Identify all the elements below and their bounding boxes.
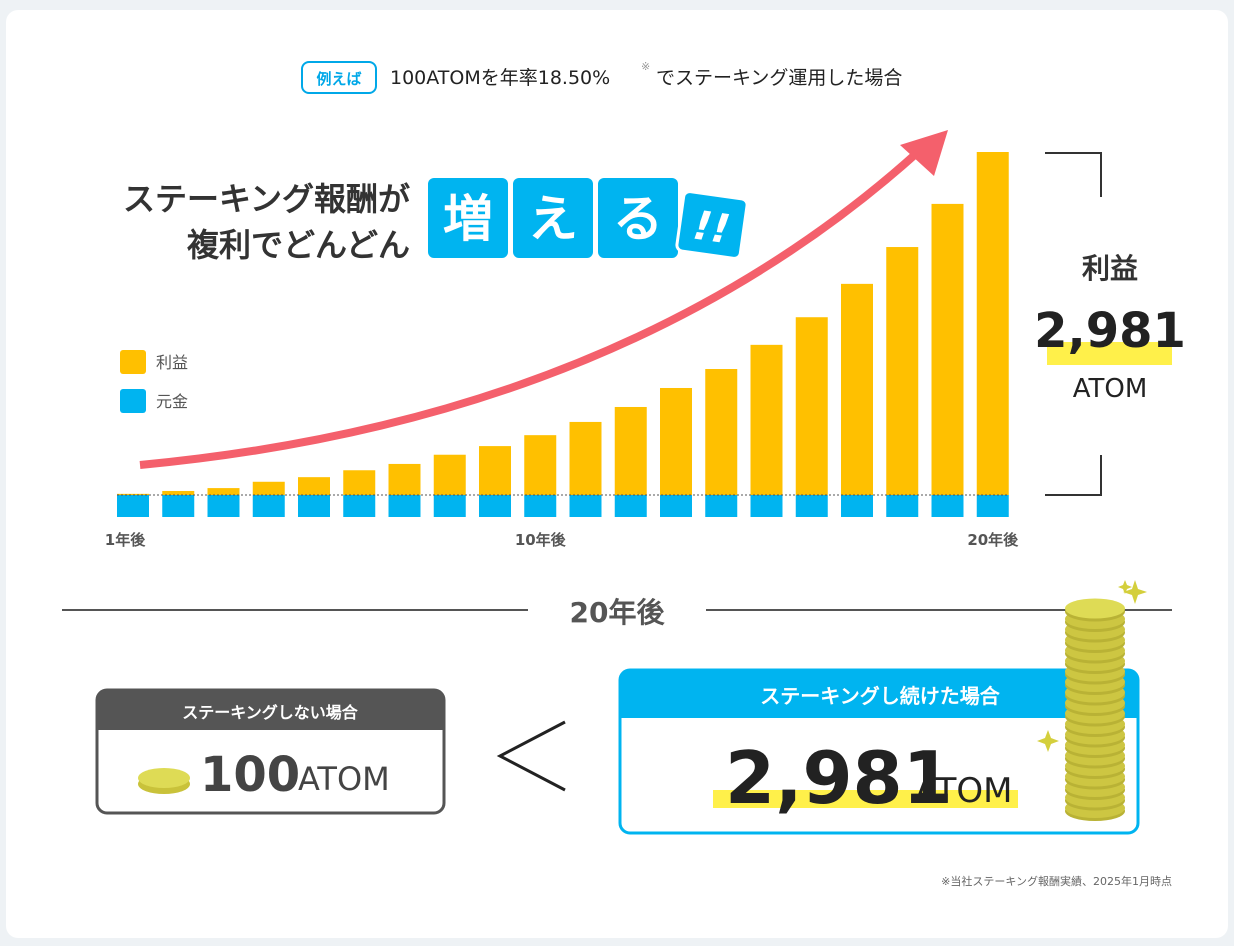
callout-label: 利益 bbox=[1082, 252, 1138, 285]
badge bbox=[301, 61, 377, 94]
x-tick-label: 1年後 bbox=[105, 531, 146, 549]
bar-principal bbox=[343, 495, 376, 517]
bar-profit bbox=[252, 481, 285, 495]
arrow-head bbox=[900, 130, 948, 176]
bar-principal bbox=[207, 495, 240, 517]
sparkle bbox=[1037, 580, 1147, 752]
bar-principal bbox=[976, 495, 1009, 517]
bar-profit bbox=[524, 435, 557, 495]
tile bbox=[598, 178, 678, 258]
bar-profit bbox=[660, 387, 692, 495]
bar-profit bbox=[795, 317, 828, 495]
bar-principal bbox=[162, 495, 195, 517]
bar-principal bbox=[841, 495, 873, 517]
bar-profit bbox=[117, 493, 149, 495]
tile bbox=[428, 178, 508, 258]
x-tick-label: 10年後 bbox=[515, 531, 567, 549]
bar-profit bbox=[931, 203, 964, 495]
with-unit: ATOM bbox=[915, 771, 1012, 811]
bar-profit bbox=[841, 283, 873, 495]
tile-text: る bbox=[613, 190, 663, 248]
exclaim-tile: !! bbox=[675, 190, 749, 260]
legend-label: 利益 bbox=[156, 353, 188, 372]
coin bbox=[1065, 598, 1125, 619]
footnote: ※当社ステーキング報酬実績、2025年1月時点 bbox=[941, 874, 1172, 888]
legend-swatch bbox=[120, 350, 146, 374]
bar-principal bbox=[705, 495, 738, 517]
less-than bbox=[496, 720, 566, 792]
bar-principal bbox=[750, 495, 783, 517]
growth-arrow bbox=[139, 149, 921, 469]
headline: ステーキング報酬が bbox=[123, 180, 410, 218]
without-label: ステーキングしない場合 bbox=[182, 703, 359, 722]
highlight bbox=[713, 790, 1018, 808]
coin bbox=[138, 768, 190, 788]
bracket bbox=[1045, 455, 1102, 496]
coin-stack bbox=[1065, 598, 1125, 821]
bar-profit bbox=[479, 446, 511, 495]
bar-principal bbox=[660, 495, 692, 517]
header-text: 100ATOMを年率18.50% bbox=[390, 67, 610, 89]
with-amount: 2,981 bbox=[725, 736, 953, 820]
bar-principal bbox=[479, 495, 511, 517]
bar-profit bbox=[750, 344, 783, 495]
badge-text: 例えば bbox=[316, 70, 361, 88]
bar-principal bbox=[298, 495, 330, 517]
bar-profit bbox=[388, 463, 421, 495]
without-unit: ATOM bbox=[298, 760, 390, 798]
bar-profit bbox=[343, 470, 376, 495]
bar-profit bbox=[886, 247, 919, 495]
bar-principal bbox=[614, 495, 647, 517]
tile-text: え bbox=[528, 190, 578, 248]
without-amount: 100 bbox=[200, 747, 300, 803]
bar-profit bbox=[569, 421, 602, 495]
bracket bbox=[1045, 152, 1102, 197]
with-label: ステーキングし続けた場合 bbox=[760, 684, 1000, 708]
bar-principal bbox=[931, 495, 964, 517]
headline: 複利でどんどん bbox=[187, 226, 410, 264]
bar-principal bbox=[524, 495, 557, 517]
bar-principal bbox=[886, 495, 919, 517]
tiles: 増える bbox=[428, 178, 678, 258]
legend-swatch bbox=[120, 389, 146, 413]
with-header bbox=[620, 670, 1138, 718]
bar-profit bbox=[162, 490, 195, 495]
x-tick-label: 20年後 bbox=[967, 531, 1019, 549]
without-header bbox=[97, 690, 444, 730]
legend-label: 元金 bbox=[156, 392, 188, 411]
bar-principal bbox=[795, 495, 828, 517]
bar-principal bbox=[117, 495, 149, 517]
tile bbox=[513, 178, 593, 258]
exclaim: !! bbox=[690, 203, 733, 254]
tile bbox=[675, 190, 749, 260]
bar-principal bbox=[433, 495, 466, 517]
bar-principal bbox=[252, 495, 285, 517]
callout-unit: ATOM bbox=[1073, 374, 1148, 404]
bar-principal bbox=[569, 495, 602, 517]
bar-profit bbox=[614, 406, 647, 495]
bar-profit bbox=[976, 152, 1009, 495]
header-text-after: でステーキング運用した場合 bbox=[656, 67, 902, 89]
callout-value: 2,981 bbox=[1034, 303, 1186, 359]
note-mark: ※ bbox=[641, 60, 650, 73]
bar-profit bbox=[433, 454, 466, 495]
tile-text: 増 bbox=[443, 190, 493, 248]
bar-profit bbox=[705, 369, 738, 495]
bar-principal bbox=[388, 495, 421, 517]
bar-profit bbox=[207, 488, 240, 495]
divider-text: 20年後 bbox=[570, 596, 666, 629]
bar-profit bbox=[298, 477, 330, 495]
highlight bbox=[1047, 342, 1172, 365]
